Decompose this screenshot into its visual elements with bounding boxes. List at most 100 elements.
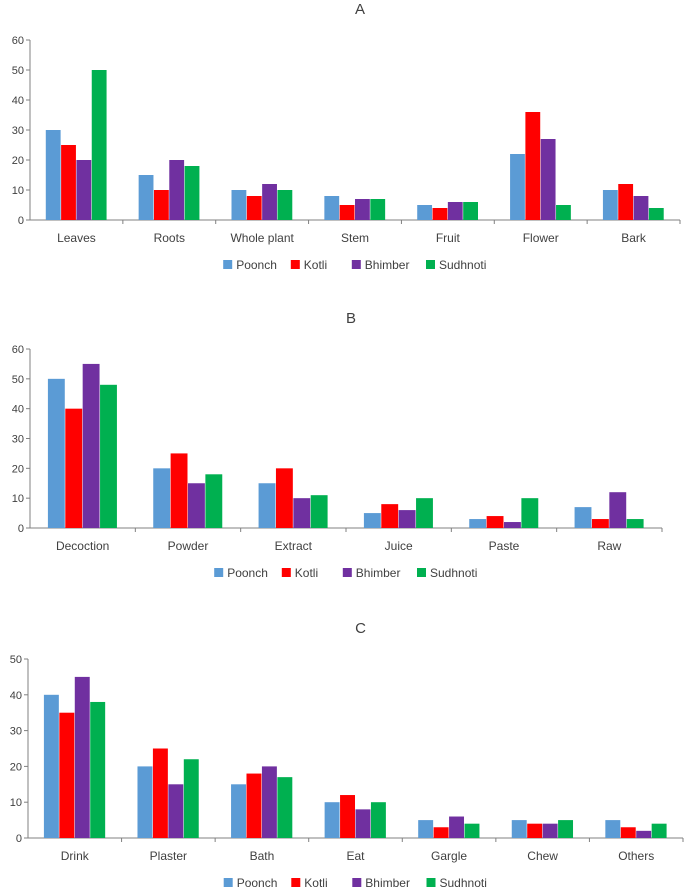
bar-kotli-powder — [170, 453, 188, 528]
bar-kotli-juice — [381, 504, 399, 528]
legend-label-poonch: Poonch — [237, 876, 278, 890]
bar-bhimber-decoction — [82, 363, 100, 528]
x-tick-label: Flower — [523, 231, 559, 245]
legend-label-kotli: Kotli — [295, 566, 318, 580]
x-tick-label: Powder — [168, 539, 209, 553]
y-tick-label: 0 — [16, 833, 22, 845]
y-tick-label: 20 — [10, 761, 22, 773]
y-tick-label: 50 — [10, 654, 22, 666]
y-tick-label: 40 — [12, 404, 24, 416]
x-tick-label: Drink — [61, 849, 90, 863]
legend-swatch-kotli — [281, 568, 291, 577]
bar-kotli-stem — [339, 205, 355, 220]
x-tick-label: Chew — [527, 849, 558, 863]
y-tick-label: 40 — [10, 690, 22, 702]
chart-c: C 0 10 20 30 40 50 Drink Plaster Bath Eat Gargle Che… — [10, 620, 684, 890]
bar-kotli-chew — [527, 823, 543, 838]
legend-label-poonch: Poonch — [227, 566, 268, 580]
bar-bhimber-gargle — [449, 816, 465, 838]
bar-poonch-leaves — [45, 130, 61, 220]
bar-bhimber-bark — [633, 196, 649, 220]
bar-sudhnoti-drink — [90, 701, 106, 838]
bar-poonch-raw — [574, 507, 592, 528]
bar-sudhnoti-paste — [521, 498, 539, 528]
y-tick-label: 0 — [18, 523, 24, 535]
bar-sudhnoti-powder — [205, 474, 223, 528]
bar-bhimber-chew — [542, 823, 558, 838]
bar-poonch-fruit — [417, 205, 433, 220]
bar-kotli-flower — [525, 112, 541, 220]
bar-poonch-gargle — [418, 820, 434, 838]
bar-kotli-bath — [246, 773, 262, 838]
bar-sudhnoti-juice — [416, 498, 433, 528]
bar-kotli-raw — [591, 519, 609, 528]
x-tick-label: Bath — [250, 849, 275, 863]
bar-sudhnoti-stem — [370, 199, 386, 220]
bar-poonch-eat — [324, 802, 340, 838]
chart-title: C — [355, 620, 366, 637]
legend-label-bhimber: Bhimber — [365, 876, 410, 890]
legend-swatch-poonch — [223, 260, 233, 269]
x-tick-label: Juice — [385, 539, 413, 553]
y-tick-label: 40 — [12, 95, 24, 107]
bar-bhimber-extract — [293, 498, 311, 528]
bar-bhimber-paste — [504, 522, 521, 528]
bar-kotli-roots — [153, 190, 169, 220]
legend-label-sudhnoti: Sudhnoti — [430, 566, 477, 580]
x-tick-label: Whole plant — [230, 231, 294, 245]
y-tick-label: 10 — [10, 797, 22, 809]
bar-kotli-whole-plant — [246, 196, 262, 220]
legend-label-sudhnoti: Sudhnoti — [440, 876, 487, 890]
bar-kotli-plaster — [152, 748, 168, 838]
bar-kotli-gargle — [433, 827, 449, 838]
y-tick-label: 50 — [12, 65, 24, 77]
bar-sudhnoti-plaster — [183, 759, 199, 838]
legend-label-bhimber: Bhimber — [356, 566, 401, 580]
bar-bhimber-drink — [74, 676, 90, 838]
bar-kotli-drink — [59, 712, 75, 838]
legend-swatch-bhimber — [351, 260, 361, 269]
bar-poonch-bath — [231, 784, 246, 838]
y-tick-label: 30 — [12, 434, 24, 446]
bar-poonch-roots — [138, 175, 154, 220]
bar-sudhnoti-decoction — [100, 384, 117, 528]
bar-bhimber-juice — [398, 510, 416, 528]
bar-poonch-whole-plant — [231, 190, 247, 220]
x-tick-label: Plaster — [150, 849, 187, 863]
y-tick-label: 20 — [12, 463, 24, 475]
legend-swatch-kotli — [290, 260, 300, 269]
bar-poonch-plaster — [137, 766, 153, 838]
y-tick-label: 20 — [12, 155, 24, 167]
y-tick-label: 60 — [12, 344, 24, 356]
bar-poonch-powder — [153, 468, 171, 528]
y-tick-label: 10 — [12, 493, 24, 505]
bar-kotli-decoction — [65, 408, 83, 528]
bar-bhimber-stem — [355, 199, 370, 220]
bar-bhimber-powder — [188, 483, 205, 528]
bar-sudhnoti-bark — [648, 208, 664, 220]
legend-swatch-sudhnoti — [426, 878, 436, 887]
bar-bhimber-plaster — [168, 784, 184, 838]
x-tick-label: Roots — [154, 231, 185, 245]
bar-bhimber-bath — [261, 766, 277, 838]
bar-bhimber-eat — [355, 809, 371, 838]
bar-poonch-juice — [363, 513, 381, 528]
chart-b: B 0 10 20 30 40 50 60 Decoction Powder Extract Juic… — [12, 310, 663, 580]
legend-swatch-bhimber — [342, 568, 352, 577]
bar-kotli-leaves — [61, 145, 76, 220]
x-tick-label: Leaves — [57, 231, 96, 245]
x-tick-label: Decoction — [56, 539, 109, 553]
legend-label-bhimber: Bhimber — [365, 258, 410, 272]
bar-sudhnoti-extract — [310, 495, 328, 528]
bar-sudhnoti-roots — [184, 166, 200, 220]
bar-poonch-paste — [469, 519, 487, 528]
bar-bhimber-fruit — [447, 202, 463, 220]
bar-poonch-extract — [258, 483, 276, 528]
bar-kotli-bark — [618, 184, 634, 220]
y-tick-label: 60 — [12, 35, 24, 47]
bar-sudhnoti-bath — [277, 777, 293, 838]
bar-kotli-extract — [275, 468, 293, 528]
bar-kotli-paste — [486, 516, 504, 528]
bar-bhimber-others — [636, 830, 652, 838]
